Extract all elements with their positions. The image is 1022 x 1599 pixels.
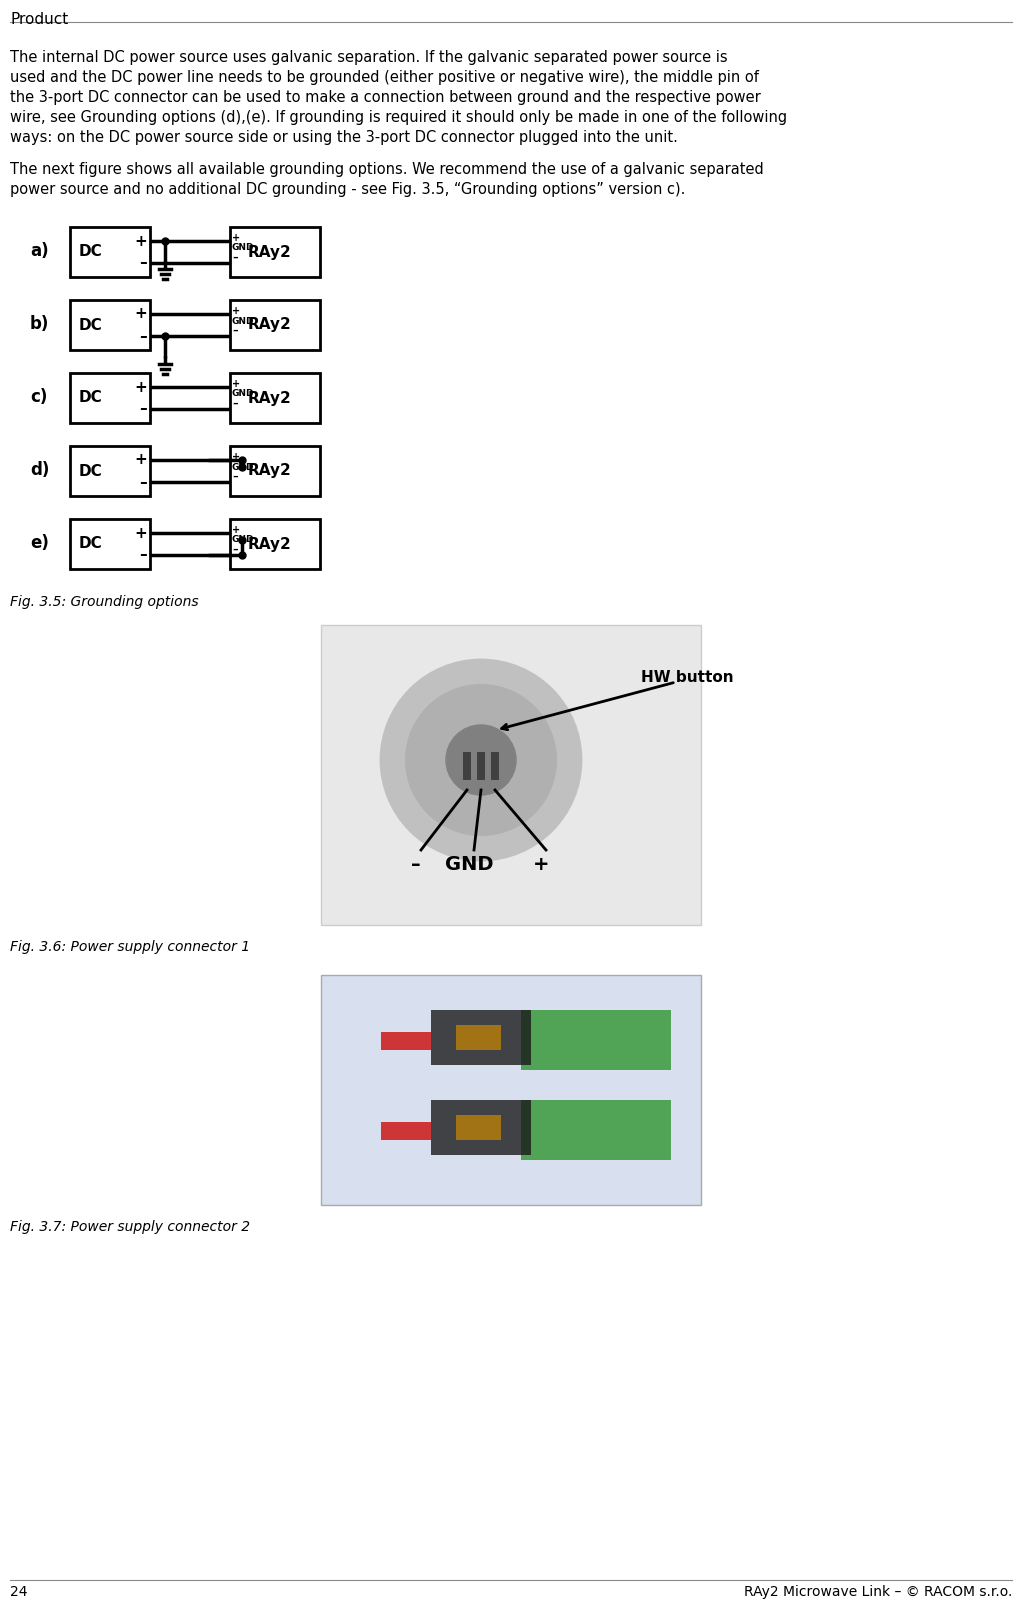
Circle shape [381,660,580,860]
Bar [69,301,150,350]
Text: GND: GND [232,243,254,253]
Text: the 3-port DC connector can be used to make a connection between ground and the : the 3-port DC connector can be used to m… [10,90,760,106]
Text: +: + [232,233,240,243]
Text: RAy2: RAy2 [248,464,291,478]
Text: wire, see Grounding options (d),(e). If grounding is required it should only be : wire, see Grounding options (d),(e). If … [10,110,787,125]
Text: +: + [232,524,240,536]
Text: +: + [134,307,147,321]
Bar [431,1100,531,1154]
Bar [491,752,499,780]
Text: HW button: HW button [641,670,734,684]
Text: –: – [139,547,147,563]
Text: ways: on the DC power source side or using the 3-port DC connector plugged into : ways: on the DC power source side or usi… [10,130,678,146]
Text: +: + [532,855,549,875]
Text: RAy2 Microwave Link – © RACOM s.r.o.: RAy2 Microwave Link – © RACOM s.r.o. [744,1585,1012,1599]
Bar [456,1115,501,1140]
Text: –: – [139,401,147,416]
Text: –: – [232,400,238,409]
Text: used and the DC power line needs to be grounded (either positive or negative wir: used and the DC power line needs to be g… [10,70,759,85]
Bar [230,520,320,569]
Text: +: + [232,379,240,389]
Text: DC: DC [78,318,102,333]
Text: GND: GND [445,855,494,875]
Text: DC: DC [78,245,102,259]
Bar [230,301,320,350]
Bar [381,1031,431,1051]
Text: c): c) [30,389,47,406]
Text: DC: DC [78,390,102,406]
Bar [69,373,150,424]
Text: RAy2: RAy2 [248,390,291,406]
Text: GND: GND [232,462,254,472]
Bar [230,373,320,424]
Text: –: – [232,472,238,481]
Text: –: – [139,256,147,270]
Text: d): d) [30,461,49,480]
Text: power source and no additional DC grounding - see Fig. 3.5, “Grounding options” : power source and no additional DC ground… [10,182,686,197]
Text: The internal DC power source uses galvanic separation. If the galvanic separated: The internal DC power source uses galvan… [10,50,728,66]
Text: a): a) [30,241,49,261]
Text: +: + [232,453,240,462]
Text: –: – [232,326,238,336]
Circle shape [406,684,556,835]
Text: e): e) [30,534,49,552]
Text: DC: DC [78,464,102,478]
Text: +: + [232,305,240,317]
Text: –: – [411,855,421,875]
Text: DC: DC [78,537,102,552]
Text: RAy2: RAy2 [248,245,291,259]
Bar [69,446,150,496]
Bar [521,1100,671,1159]
Bar [69,520,150,569]
Text: RAy2: RAy2 [248,537,291,552]
Bar [230,227,320,277]
Bar [521,1011,671,1070]
Bar [477,752,485,780]
Text: +: + [134,379,147,395]
Text: +: + [134,233,147,248]
Text: RAy2: RAy2 [248,318,291,333]
Text: Fig. 3.7: Power supply connector 2: Fig. 3.7: Power supply connector 2 [10,1220,250,1234]
Text: 24: 24 [10,1585,28,1599]
Text: +: + [134,453,147,467]
Text: Fig. 3.6: Power supply connector 1: Fig. 3.6: Power supply connector 1 [10,940,250,955]
Bar [381,1122,431,1140]
Text: Product: Product [10,13,68,27]
Text: –: – [139,475,147,489]
Bar [69,227,150,277]
Text: b): b) [30,315,49,333]
Bar [431,1011,531,1065]
Text: The next figure shows all available grounding options. We recommend the use of a: The next figure shows all available grou… [10,161,763,177]
Bar [230,446,320,496]
Text: GND: GND [232,536,254,545]
Text: GND: GND [232,317,254,326]
Bar [463,752,471,780]
Text: –: – [232,545,238,555]
Text: Fig. 3.5: Grounding options: Fig. 3.5: Grounding options [10,595,198,609]
Text: GND: GND [232,390,254,398]
Bar [321,975,701,1206]
Bar [321,625,701,924]
Bar [456,1025,501,1051]
Circle shape [446,724,516,795]
Text: –: – [139,328,147,344]
Text: –: – [232,253,238,262]
Text: +: + [134,526,147,540]
